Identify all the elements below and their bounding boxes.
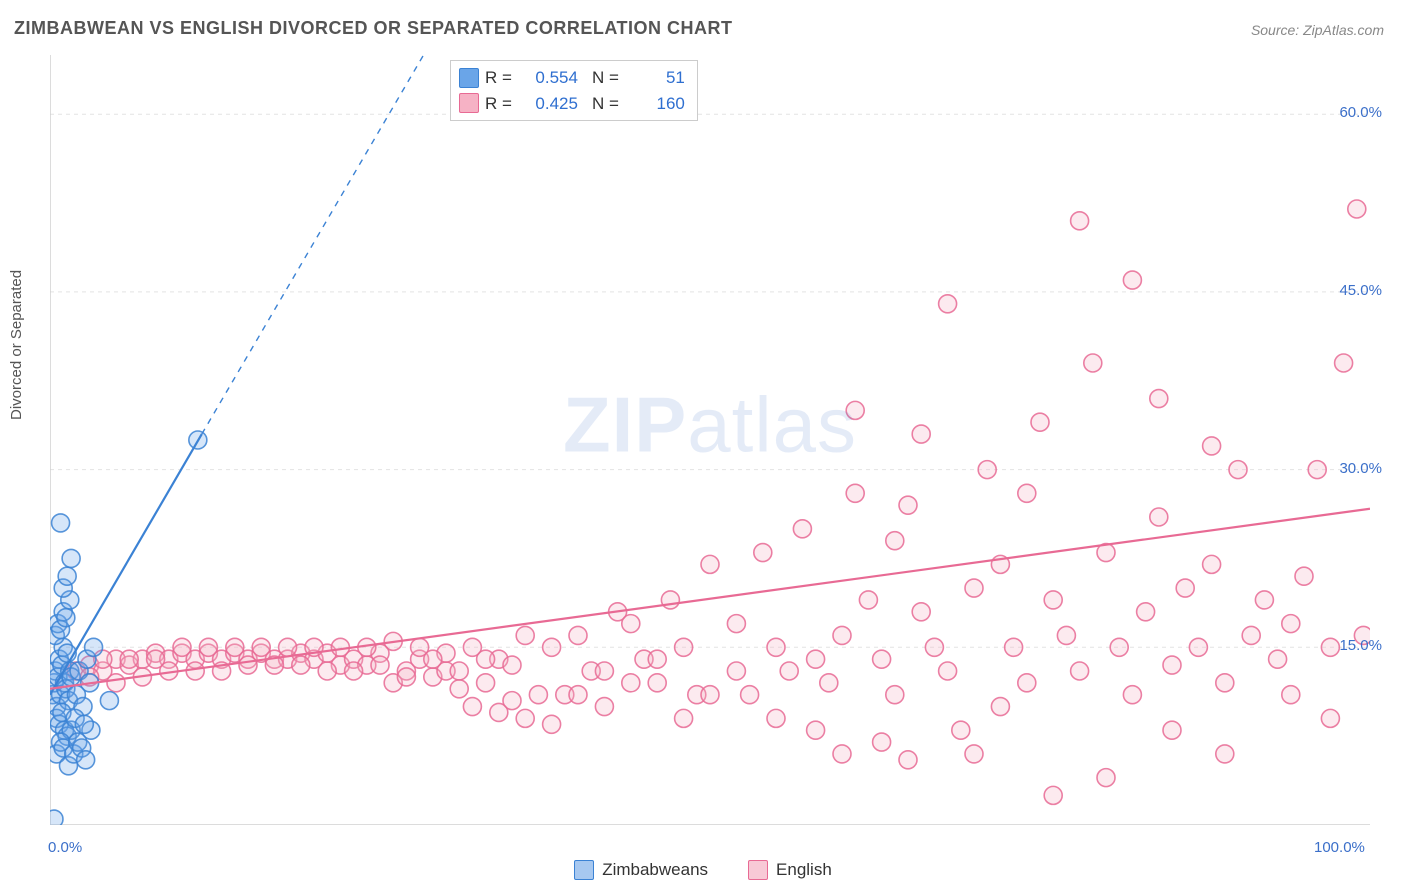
n-value-zimbabweans: 51 xyxy=(625,65,685,91)
swatch-zimbabweans-icon xyxy=(574,860,594,880)
n-value-english: 160 xyxy=(625,91,685,117)
correlation-legend: R = 0.554 N = 51 R = 0.425 N = 160 xyxy=(450,60,698,121)
swatch-english-icon xyxy=(748,860,768,880)
y-tick-label: 15.0% xyxy=(1339,637,1382,654)
x-tick-label: 100.0% xyxy=(1314,839,1365,856)
n-label: N = xyxy=(592,65,619,91)
x-tick-label: 0.0% xyxy=(48,839,82,856)
chart-title: ZIMBABWEAN VS ENGLISH DIVORCED OR SEPARA… xyxy=(14,18,733,39)
bottom-legend-zimbabweans: Zimbabweans xyxy=(574,860,708,880)
y-axis-label: Divorced or Separated xyxy=(8,270,25,420)
legend-row-english: R = 0.425 N = 160 xyxy=(459,91,685,117)
swatch-english xyxy=(459,93,479,113)
r-value-zimbabweans: 0.554 xyxy=(518,65,578,91)
r-label: R = xyxy=(485,91,512,117)
bottom-legend-english: English xyxy=(748,860,832,880)
bottom-legend-label-english: English xyxy=(776,860,832,880)
legend-row-zimbabweans: R = 0.554 N = 51 xyxy=(459,65,685,91)
n-label: N = xyxy=(592,91,619,117)
chart-svg xyxy=(50,55,1370,825)
plot-area: ZIPatlas xyxy=(50,55,1370,825)
source-label: Source: ZipAtlas.com xyxy=(1251,22,1384,38)
y-tick-label: 30.0% xyxy=(1339,460,1382,477)
bottom-legend: Zimbabweans English xyxy=(0,860,1406,880)
y-tick-label: 45.0% xyxy=(1339,282,1382,299)
r-label: R = xyxy=(485,65,512,91)
swatch-zimbabweans xyxy=(459,68,479,88)
bottom-legend-label-zimbabweans: Zimbabweans xyxy=(602,860,708,880)
y-tick-label: 60.0% xyxy=(1339,104,1382,121)
r-value-english: 0.425 xyxy=(518,91,578,117)
